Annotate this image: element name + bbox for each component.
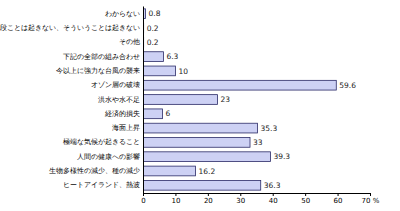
tick-label: 70 % (362, 197, 380, 205)
axis-line (143, 7, 144, 194)
tick: ヒートアイランド、熱波 (63, 181, 143, 189)
tick: 20 (204, 193, 213, 205)
tick-label: 60 (334, 197, 343, 205)
x-axis: 0 10 20 30 40 50 60 70 % (141, 193, 379, 205)
bar (143, 166, 196, 176)
bar (143, 52, 163, 62)
tick-label: その他 (119, 38, 140, 46)
y-axis: わからない特段ことは起きない、そういうことは起きないその他下記の全部の組み合わせ… (0, 7, 144, 194)
tick-label: 特段ことは起きない、そういうことは起きない (0, 24, 140, 32)
tick: 経済的損失 (104, 110, 143, 118)
tick-mark (208, 193, 209, 196)
data-label: 39.3 (273, 152, 290, 161)
data-label: 36.3 (264, 181, 281, 190)
tick-mark (370, 193, 371, 196)
data-label: 0.8 (149, 9, 161, 18)
data-labels: 0.8 0.2 0.2 6.310 59.6 23 6 35.3 33 39.3 16.2 36.3 (147, 9, 357, 190)
data-label: 0.2 (147, 24, 159, 33)
tick-label: 50 (301, 197, 310, 205)
data-label: 6.3 (166, 52, 178, 61)
tick: 70 % (362, 193, 380, 205)
chart: 0.80.20.26.31059.623635.33339.316.236.30… (0, 0, 400, 211)
tick-mark (273, 193, 274, 196)
tick: その他 (119, 38, 143, 46)
tick-label: 20 (204, 197, 213, 205)
tick: 極端な気候が起きること (63, 138, 143, 146)
tick: 下記の全部の組み合わせ (63, 53, 143, 61)
tick-label: 10 (171, 197, 180, 205)
tick-mark (338, 193, 339, 196)
bar (143, 152, 270, 162)
bars (143, 9, 336, 190)
bar (143, 66, 175, 76)
plot: 0.80.20.26.31059.623635.33339.316.236.30… (0, 7, 380, 206)
tick-mark (305, 193, 306, 196)
data-label: 35.3 (260, 124, 277, 133)
tick-label: 30 (236, 197, 245, 205)
data-label: 0.2 (147, 38, 159, 47)
tick: わからない (105, 10, 143, 18)
bar (143, 109, 162, 119)
tick-label: 生物多様性の減少、種の減少 (49, 167, 140, 175)
tick-label: 40 (269, 197, 278, 205)
tick-mark (175, 193, 176, 196)
tick-label: わからない (105, 10, 140, 18)
tick-label: 極端な気候が起きること (63, 138, 140, 146)
tick-label: 洪水や水不足 (98, 96, 140, 104)
bar (143, 138, 250, 148)
bar (143, 95, 218, 105)
tick: 特段ことは起きない、そういうことは起きない (0, 24, 143, 32)
bar (143, 123, 257, 133)
tick: 60 (334, 193, 343, 205)
tick-label: 海面上昇 (112, 124, 140, 132)
data-label: 33 (253, 138, 263, 147)
tick-label: ヒートアイランド、熱波 (63, 181, 140, 189)
tick: オゾン層の破壊 (91, 81, 143, 89)
axis-line (144, 194, 371, 197)
tick-mark (240, 193, 241, 196)
tick: 10 (171, 193, 180, 205)
data-label: 10 (178, 67, 188, 76)
tick: 海面上昇 (112, 124, 143, 132)
tick-label: 経済的損失 (104, 110, 140, 118)
tick: 今以上に強力な台風の襲来 (56, 67, 143, 75)
tick-label: 下記の全部の組み合わせ (63, 53, 140, 61)
tick-label: 0 (141, 197, 145, 205)
tick-label: 今以上に強力な台風の襲来 (56, 67, 140, 75)
tick: 0 (141, 193, 145, 205)
data-label: 16.2 (199, 167, 216, 176)
tick: 30 (236, 193, 245, 205)
tick: 人間の健康への影響 (77, 153, 143, 161)
tick: 50 (301, 193, 310, 205)
tick-label: 人間の健康への影響 (77, 153, 140, 161)
tick: 生物多様性の減少、種の減少 (49, 167, 143, 175)
tick: 40 (269, 193, 278, 205)
tick-label: オゾン層の破壊 (91, 81, 140, 89)
data-label: 6 (165, 109, 170, 118)
data-label: 23 (221, 95, 231, 104)
bar (143, 180, 261, 190)
bar (143, 80, 336, 90)
tick: 洪水や水不足 (98, 96, 143, 104)
data-label: 59.6 (339, 81, 356, 90)
